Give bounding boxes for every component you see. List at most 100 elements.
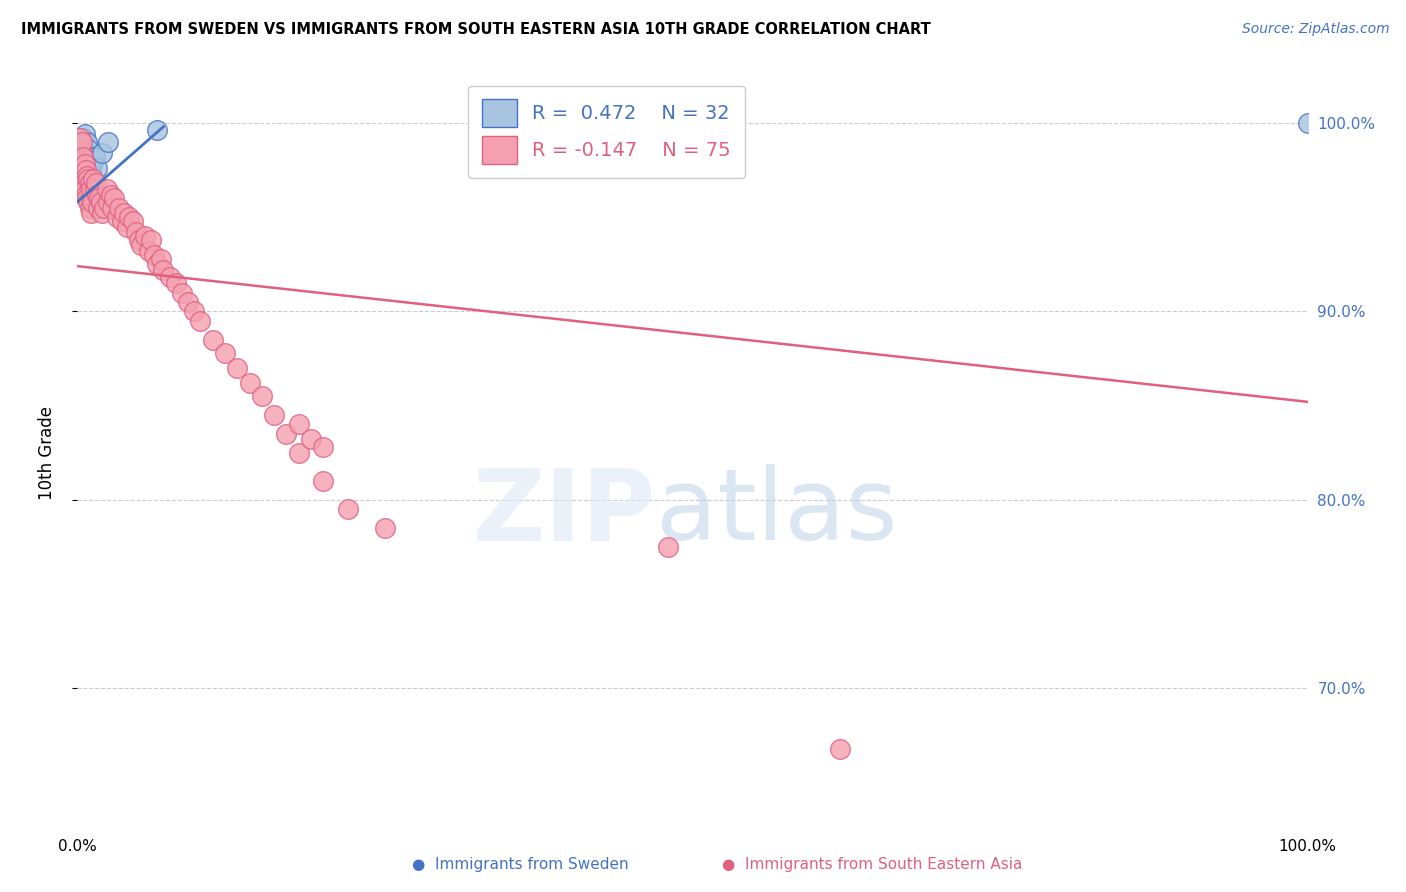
Point	[97, 135, 120, 149]
Point	[226, 360, 249, 375]
Legend: R =  0.472    N = 32, R = -0.147    N = 75: R = 0.472 N = 32, R = -0.147 N = 75	[468, 86, 745, 178]
Point	[87, 201, 110, 215]
Point	[90, 206, 114, 220]
Point	[1296, 116, 1319, 130]
Point	[830, 741, 852, 756]
Point	[72, 153, 94, 168]
Text: ●  Immigrants from Sweden: ● Immigrants from Sweden	[412, 857, 628, 872]
Point	[76, 157, 98, 171]
Point	[69, 169, 91, 183]
Point	[93, 201, 115, 215]
Point	[115, 219, 138, 234]
Point	[80, 182, 103, 196]
Point	[67, 153, 90, 168]
Point	[657, 540, 679, 554]
Point	[73, 150, 96, 164]
Point	[79, 201, 101, 215]
Point	[75, 163, 97, 178]
Point	[86, 187, 108, 202]
Point	[103, 191, 125, 205]
Text: ●  Immigrants from South Eastern Asia: ● Immigrants from South Eastern Asia	[721, 857, 1022, 872]
Point	[83, 182, 105, 196]
Point	[79, 176, 101, 190]
Point	[165, 276, 187, 290]
Point	[70, 135, 93, 149]
Point	[125, 225, 148, 239]
Point	[76, 172, 98, 186]
Point	[108, 201, 131, 215]
Point	[75, 146, 97, 161]
Point	[84, 176, 107, 190]
Point	[82, 157, 104, 171]
Point	[72, 172, 94, 186]
Point	[69, 150, 91, 164]
Point	[75, 161, 97, 176]
Point	[76, 169, 98, 183]
Point	[70, 161, 93, 176]
Point	[75, 187, 97, 202]
Point	[100, 187, 122, 202]
Point	[141, 233, 163, 247]
Point	[83, 150, 105, 164]
Point	[146, 123, 169, 137]
Point	[105, 210, 128, 224]
Point	[70, 135, 93, 149]
Point	[82, 153, 104, 168]
Point	[146, 257, 169, 271]
Point	[90, 195, 112, 210]
Point	[70, 144, 93, 158]
Point	[70, 176, 93, 190]
Point	[142, 248, 165, 262]
Point	[177, 294, 200, 309]
Point	[150, 252, 173, 266]
Point	[72, 150, 94, 164]
Point	[73, 157, 96, 171]
Point	[288, 417, 311, 432]
Point	[76, 135, 98, 149]
Point	[70, 163, 93, 178]
Point	[152, 263, 174, 277]
Point	[80, 165, 103, 179]
Point	[214, 346, 236, 360]
Point	[77, 195, 100, 210]
Point	[73, 165, 96, 179]
Point	[79, 176, 101, 190]
Point	[73, 127, 96, 141]
Point	[263, 408, 285, 422]
Point	[101, 201, 124, 215]
Point	[72, 131, 94, 145]
Point	[134, 229, 156, 244]
Point	[72, 169, 94, 183]
Point	[69, 138, 91, 153]
Point	[138, 244, 160, 258]
Point	[70, 157, 93, 171]
Point	[118, 210, 141, 224]
Point	[239, 376, 262, 390]
Point	[111, 214, 132, 228]
Point	[76, 191, 98, 205]
Text: ZIP: ZIP	[472, 465, 655, 561]
Point	[112, 206, 135, 220]
Point	[82, 172, 104, 186]
Point	[70, 142, 93, 156]
Point	[96, 182, 118, 196]
Point	[170, 285, 193, 300]
Point	[77, 169, 100, 183]
Point	[159, 270, 181, 285]
Point	[90, 146, 114, 161]
Point	[288, 446, 311, 460]
Point	[129, 238, 153, 252]
Point	[97, 195, 120, 210]
Point	[89, 191, 111, 205]
Point	[67, 163, 90, 178]
Point	[183, 304, 205, 318]
Point	[299, 433, 322, 447]
Point	[128, 233, 150, 247]
Text: Source: ZipAtlas.com: Source: ZipAtlas.com	[1241, 22, 1389, 37]
Point	[80, 206, 103, 220]
Point	[312, 440, 335, 454]
Point	[77, 142, 100, 156]
Point	[69, 131, 91, 145]
Point	[337, 502, 360, 516]
Point	[86, 161, 108, 176]
